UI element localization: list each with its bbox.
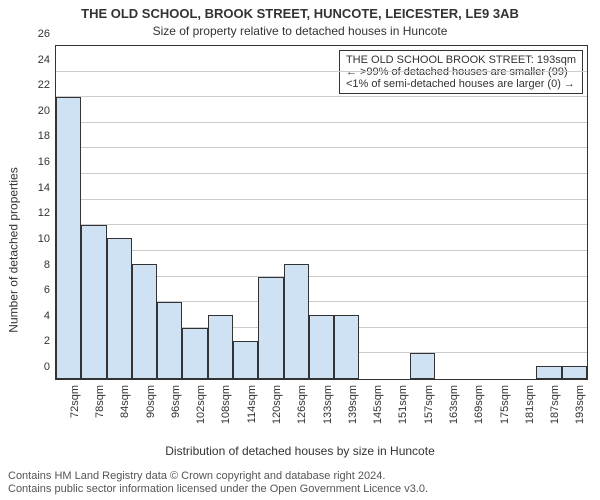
gridline [56,199,587,200]
gridline [56,71,587,72]
y-tick: 4 [44,310,56,322]
x-tick: 90sqm [145,385,157,418]
y-tick: 0 [44,361,56,373]
bar [132,264,157,379]
y-tick: 6 [44,284,56,296]
x-tick: 84sqm [119,385,131,418]
x-tick: 187sqm [549,385,561,424]
bar [56,97,81,379]
footnote-line-2: Contains public sector information licen… [8,483,592,496]
x-tick: 108sqm [220,385,232,424]
bar [536,366,561,379]
bar [157,302,182,379]
y-tick: 22 [38,79,56,91]
y-tick: 8 [44,259,56,271]
gridline [56,173,587,174]
chart-subtitle: Size of property relative to detached ho… [0,24,600,38]
x-tick: 157sqm [423,385,435,424]
legend-line-2: ← >99% of detached houses are smaller (9… [346,66,576,78]
x-tick: 120sqm [271,385,283,424]
bar [233,341,258,379]
x-tick: 145sqm [372,385,384,424]
x-tick: 163sqm [448,385,460,424]
y-tick: 24 [38,54,56,66]
x-tick: 139sqm [347,385,359,424]
y-tick: 20 [38,105,56,117]
x-tick: 72sqm [69,385,81,418]
gridline [56,96,587,97]
chart-title: THE OLD SCHOOL, BROOK STREET, HUNCOTE, L… [0,6,600,21]
gridline [56,250,587,251]
bar [334,315,359,379]
chart-figure: THE OLD SCHOOL, BROOK STREET, HUNCOTE, L… [0,0,600,500]
legend-box: THE OLD SCHOOL BROOK STREET: 193sqm ← >9… [339,50,583,94]
x-tick: 96sqm [170,385,182,418]
y-tick: 16 [38,156,56,168]
legend-line-1: THE OLD SCHOOL BROOK STREET: 193sqm [346,54,576,66]
x-tick: 181sqm [524,385,536,424]
x-tick: 193sqm [574,385,586,424]
y-tick: 26 [38,28,56,40]
x-tick: 102sqm [195,385,207,424]
footnote: Contains HM Land Registry data © Crown c… [8,470,592,496]
bar [284,264,309,379]
x-tick: 133sqm [322,385,334,424]
bar [562,366,587,379]
bar [309,315,334,379]
x-tick: 175sqm [499,385,511,424]
x-axis-label: Distribution of detached houses by size … [0,444,600,458]
legend-line-3: <1% of semi-detached houses are larger (… [346,78,576,90]
y-tick: 12 [38,207,56,219]
x-tick: 114sqm [246,385,258,423]
y-tick: 14 [38,182,56,194]
x-tick: 151sqm [397,385,409,424]
bar [182,328,207,379]
bar [410,353,435,379]
plot-area: THE OLD SCHOOL BROOK STREET: 193sqm ← >9… [55,45,588,380]
x-tick: 126sqm [296,385,308,424]
bar [107,238,132,379]
y-tick: 10 [38,233,56,245]
bar [258,277,283,379]
bar [81,225,106,379]
y-tick: 2 [44,335,56,347]
bar [208,315,233,379]
x-tick: 169sqm [473,385,485,424]
y-axis-label: Number of detached properties [6,0,22,500]
gridline [56,122,587,123]
footnote-line-1: Contains HM Land Registry data © Crown c… [8,470,592,483]
gridline [56,224,587,225]
y-tick: 18 [38,130,56,142]
x-tick: 78sqm [94,385,106,418]
gridline [56,147,587,148]
